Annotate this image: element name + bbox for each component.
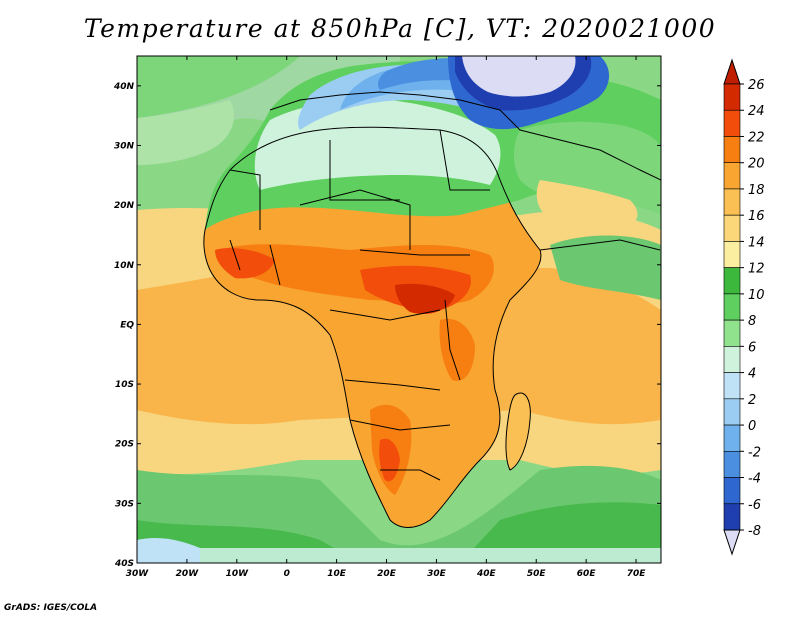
colorbar-label: 2 <box>748 393 756 408</box>
lat-tick-label: 30N <box>114 141 135 151</box>
colorbar-label: 6 <box>748 340 756 355</box>
colorbar-swatch <box>723 293 741 321</box>
lon-tick-label: 10E <box>327 569 347 579</box>
colorbar-label: -4 <box>748 472 761 487</box>
temperature-field <box>137 56 661 563</box>
colorbar-swatch <box>723 319 741 347</box>
lon-tick-label: 50E <box>527 569 547 579</box>
colorbar-swatch <box>723 424 741 452</box>
lat-tick-label: EQ <box>120 320 134 330</box>
colorbar-swatch <box>723 162 741 190</box>
colorbar-swatch <box>723 477 741 505</box>
colorbar-swatch <box>723 188 741 216</box>
colorbar-label: -2 <box>748 445 761 460</box>
lat-tick-label: 30S <box>115 499 134 509</box>
lat-axis: 40N 30N 20N 10N EQ 10S 20S 30S 40S <box>113 82 661 569</box>
lon-tick-label: 70E <box>627 569 647 579</box>
lon-tick-label: 0 <box>284 569 290 579</box>
colorbar-bottom-arrow <box>723 529 741 556</box>
colorbar-label: 10 <box>748 288 765 303</box>
plot-frame <box>136 55 662 564</box>
lat-tick-label: 20S <box>115 440 134 450</box>
lat-tick-label: 10S <box>115 380 134 390</box>
lat-tick-label: 40N <box>113 82 135 92</box>
colorbar-swatch <box>723 450 741 478</box>
colorbar-label: 18 <box>748 183 765 198</box>
colorbar-swatch <box>723 398 741 426</box>
colorbar-label: 0 <box>748 419 756 434</box>
colorbar-swatch <box>723 214 741 242</box>
colorbar-swatch <box>723 136 741 164</box>
lat-tick-label: 40S <box>114 559 134 569</box>
coastlines-borders <box>203 91 661 528</box>
lat-tick-label: 20N <box>114 201 135 211</box>
lat-tick-label: 10N <box>114 261 135 271</box>
colorbar-label: 14 <box>748 235 765 250</box>
colorbar-swatch <box>723 109 741 137</box>
colorbar-label: -8 <box>748 524 761 539</box>
lon-tick-label: 20E <box>377 569 397 579</box>
colorbar-label: 20 <box>748 157 765 172</box>
lon-axis: 30W 20W 10W 0 10E 20E 30E 40E 50E 60E 70E <box>126 56 646 579</box>
map-title: Temperature at 850hPa [C], VT: 202002100… <box>83 14 717 43</box>
colorbar-swatch <box>723 503 741 531</box>
lon-tick-label: 10W <box>226 569 250 579</box>
colorbar-top-arrow <box>723 58 741 85</box>
colorbar-swatch <box>723 241 741 268</box>
colorbar-label: 8 <box>748 314 756 329</box>
colorbar-label: 22 <box>748 130 765 145</box>
colorbar-swatch <box>723 267 741 295</box>
lon-tick-label: 40E <box>476 569 497 579</box>
colorbar-label: -6 <box>748 498 761 513</box>
lon-tick-label: 30E <box>427 569 447 579</box>
colorbar-swatch <box>723 83 741 111</box>
colorbar-label: 26 <box>748 78 765 93</box>
colorbar-label: 4 <box>748 367 756 382</box>
lon-tick-label: 60E <box>577 569 597 579</box>
lon-tick-label: 30W <box>126 569 150 579</box>
colorbar-label: 12 <box>748 262 765 277</box>
colorbar-swatch <box>723 372 741 400</box>
colorbar-label: 16 <box>748 209 765 224</box>
lon-tick-label: 20W <box>176 569 200 579</box>
colorbar-label: 24 <box>748 104 765 119</box>
colorbar-swatch <box>723 346 741 373</box>
grads-credit: GrADS: IGES/COLA <box>4 603 98 613</box>
